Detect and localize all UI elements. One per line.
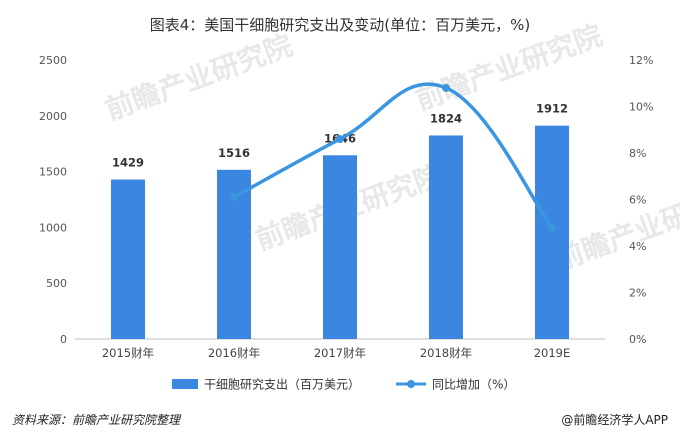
x-tick-label: 2019E (534, 346, 571, 360)
line-point (442, 83, 450, 92)
watermark-text: 前瞻产业研究院 (551, 179, 680, 277)
legend-bar-label: 干细胞研究支出（百万美元） (204, 377, 360, 392)
left-tick-label: 2000 (39, 110, 67, 123)
left-tick-label: 500 (46, 277, 67, 290)
left-tick-label: 1000 (39, 221, 67, 234)
line-point (548, 223, 556, 232)
chart-title: 图表4：美国干细胞研究支出及变动(单位：百万美元，%) (150, 16, 531, 34)
bar-value-label: 1429 (112, 156, 144, 170)
x-tick-label: 2015财年 (102, 346, 154, 360)
right-tick-label: 2% (629, 287, 646, 300)
legend-line-marker (407, 380, 415, 388)
right-axis: 0% 2% 4% 6% 8% 10% 12% (629, 54, 653, 346)
footer-brand: @前瞻经济学人APP (561, 412, 668, 427)
bar (323, 155, 357, 339)
left-tick-label: 2500 (39, 54, 67, 67)
left-tick-label: 0 (60, 333, 67, 346)
x-tick-label: 2016财年 (208, 346, 260, 360)
bar-value-label: 1824 (430, 111, 462, 125)
line-point (336, 135, 344, 144)
x-tick-label: 2018财年 (420, 346, 472, 360)
legend-line-label: 同比增加（%） (432, 378, 515, 392)
bar-value-label: 1516 (218, 146, 250, 160)
legend-bar-swatch (172, 379, 198, 389)
footer-source: 资料来源：前瞻产业研究院整理 (12, 413, 182, 427)
right-tick-label: 12% (629, 54, 653, 67)
right-tick-label: 4% (629, 240, 646, 253)
bar (111, 179, 145, 339)
line-point (230, 193, 238, 202)
bar (535, 125, 569, 340)
right-tick-label: 10% (629, 101, 653, 114)
watermark-layer: 前瞻产业研究院前瞻产业研究院前瞻产业研究院前瞻产业研究院 (101, 19, 680, 277)
bar-value-label: 1912 (536, 102, 568, 116)
left-tick-label: 1500 (39, 166, 67, 179)
left-axis: 0 500 1000 1500 2000 2500 (39, 54, 67, 346)
bar-series (111, 125, 569, 340)
right-tick-label: 0% (629, 333, 646, 346)
legend: 干细胞研究支出（百万美元） 同比增加（%） (172, 377, 515, 392)
line-series (230, 82, 556, 232)
line-path (232, 82, 554, 230)
x-tick-label: 2017财年 (314, 346, 366, 360)
x-axis-ticks: 2015财年 2016财年 2017财年 2018财年 2019E (102, 346, 570, 360)
right-tick-label: 8% (629, 147, 646, 160)
bar (429, 135, 463, 339)
watermark-text: 前瞻产业研究院 (101, 29, 296, 127)
right-tick-label: 6% (629, 194, 646, 207)
